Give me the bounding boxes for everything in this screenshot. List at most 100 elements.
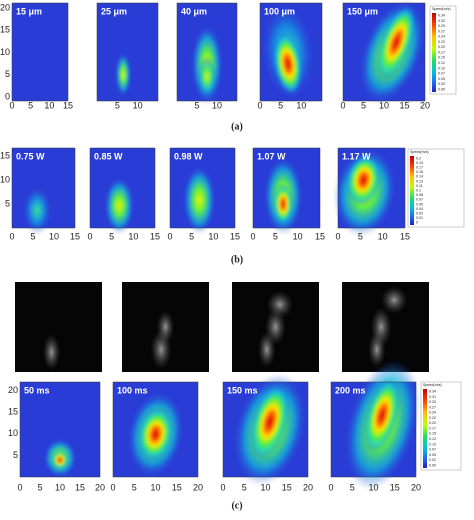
x-tick-label: 5 bbox=[361, 100, 366, 110]
heatmap-panel: 1.07 W 0 5 10 15 bbox=[250, 147, 325, 241]
x-tick-label: 15 bbox=[63, 100, 73, 110]
colorbar-tick: 0.02 bbox=[429, 458, 436, 462]
panel-frame bbox=[11, 147, 76, 229]
field bbox=[233, 373, 306, 486]
x-tick-label: 5 bbox=[37, 482, 42, 492]
colorbar-tick: 0.14 bbox=[416, 175, 423, 179]
colorbar-tick: 0.13 bbox=[416, 179, 423, 183]
speed-blob bbox=[104, 177, 134, 234]
colorbar-title: Speed(m/s) bbox=[410, 150, 429, 154]
speed-blob bbox=[23, 186, 52, 235]
x-tick-label: 5 bbox=[189, 231, 194, 241]
colorbar-tick: 0.27 bbox=[438, 29, 445, 33]
x-tick-label: 10 bbox=[150, 482, 160, 492]
colorbar-tick: 0.10 bbox=[429, 442, 436, 446]
colorbar-tick: 0.29 bbox=[429, 400, 436, 404]
x-tick-label: 15 bbox=[230, 231, 240, 241]
x-tick-label: 20 bbox=[411, 482, 421, 492]
colorbar-scale bbox=[432, 13, 436, 92]
x-tick-label: 0 bbox=[17, 482, 22, 492]
plume bbox=[265, 309, 286, 345]
heatmap-panel: 0.75 W 0 5 10 15 bbox=[9, 147, 80, 241]
heatmap-panel: 25 μm 5 10 bbox=[96, 2, 159, 110]
photo bbox=[122, 282, 209, 372]
x-tick-label: 5 bbox=[30, 231, 35, 241]
x-tick-label: 5 bbox=[115, 100, 120, 110]
x-tick-label: 15 bbox=[150, 231, 160, 241]
x-tick-label: 0 bbox=[87, 231, 92, 241]
heatmap-bg bbox=[12, 3, 68, 101]
x-tick-label: 10 bbox=[55, 482, 65, 492]
field bbox=[344, 359, 420, 490]
x-tick-label: 15 bbox=[75, 482, 85, 492]
y-tick-label: 5 bbox=[5, 198, 10, 208]
panel-frame bbox=[330, 381, 417, 478]
colorbar-tick: 0.15 bbox=[429, 432, 436, 436]
colorbar-tick: 0.00 bbox=[429, 463, 436, 467]
x-tick-label: 0 bbox=[167, 231, 172, 241]
colorbar-tick: 0.05 bbox=[416, 202, 423, 206]
colorbar-tick: 0.05 bbox=[438, 77, 445, 81]
x-tick-label: 10 bbox=[49, 231, 59, 241]
x-tick-label: 0 bbox=[257, 100, 262, 110]
panel-label: 25 μm bbox=[101, 6, 127, 16]
colorbar-tick: 0.12 bbox=[438, 61, 445, 65]
colorbar-tick: 0.19 bbox=[416, 161, 423, 165]
colorbar-tick: 0.1 bbox=[416, 188, 421, 192]
panel-label: 1.07 W bbox=[257, 151, 286, 161]
heatmap-panel: 1.17 W 0 5 10 15 bbox=[334, 147, 410, 241]
caption: (a) bbox=[231, 121, 243, 132]
panel-frame bbox=[176, 2, 238, 102]
x-tick-label: 15 bbox=[399, 100, 409, 110]
x-tick-label: 5 bbox=[194, 100, 199, 110]
panel-frame bbox=[112, 381, 199, 478]
plume bbox=[381, 286, 408, 314]
x-tick-label: 10 bbox=[293, 231, 303, 241]
panel-frame bbox=[11, 2, 69, 102]
x-tick-label: 0 bbox=[110, 482, 115, 492]
speed-blob bbox=[346, 154, 381, 206]
x-tick-label: 10 bbox=[212, 100, 222, 110]
y-tick-label: 10 bbox=[0, 47, 10, 57]
panel-frame bbox=[252, 147, 321, 229]
x-tick-label: 0 bbox=[250, 231, 255, 241]
y-tick-label: 15 bbox=[0, 25, 10, 35]
x-tick-label: 5 bbox=[350, 482, 355, 492]
x-tick-label: 20 bbox=[193, 482, 203, 492]
panel-frame bbox=[19, 381, 101, 478]
field bbox=[104, 177, 134, 234]
panel-frame bbox=[337, 147, 406, 229]
panel-label: 1.17 W bbox=[342, 151, 371, 161]
x-tick-label: 15 bbox=[282, 482, 292, 492]
heatmap-panel: 40 μm 5 10 bbox=[176, 2, 238, 110]
x-tick-label: 5 bbox=[242, 482, 247, 492]
heatmap-panel: 50 ms 0 5 10 15 20 bbox=[17, 381, 105, 492]
colorbar-tick: 0.16 bbox=[416, 170, 423, 174]
x-tick-label: 10 bbox=[44, 100, 54, 110]
colorbar-tick: 0.15 bbox=[438, 56, 445, 60]
plume bbox=[156, 310, 175, 344]
colorbar: Speed(m/s) 0.20.190.170.160.140.130.110.1… bbox=[407, 148, 465, 228]
speed-blob bbox=[198, 56, 216, 97]
heatmap-panel: 100 ms 0 5 10 15 20 bbox=[110, 381, 203, 492]
panel-label: 50 ms bbox=[24, 385, 50, 395]
x-tick-label: 5 bbox=[28, 100, 33, 110]
y-tick-label: 15 bbox=[8, 407, 18, 417]
x-tick-label: 5 bbox=[358, 231, 363, 241]
heatmap-panel: 200 ms 0 5 10 15 20 bbox=[328, 359, 421, 492]
colorbar-tick: 0.12 bbox=[429, 437, 436, 441]
colorbar-tick: 0.31 bbox=[429, 395, 436, 399]
photo bbox=[232, 282, 319, 372]
panel-label: 150 μm bbox=[347, 6, 378, 16]
x-tick-label: 0 bbox=[9, 100, 14, 110]
x-tick-label: 5 bbox=[278, 100, 283, 110]
plume bbox=[266, 291, 293, 318]
colorbar-tick: 0.24 bbox=[438, 35, 445, 39]
colorbar-title: Speed(m/s) bbox=[432, 7, 451, 11]
colorbar-tick: 0.27 bbox=[429, 405, 436, 409]
panel-label: 0.75 W bbox=[16, 151, 45, 161]
x-tick-label: 20 bbox=[303, 482, 313, 492]
colorbar-tick: 0.07 bbox=[429, 448, 436, 452]
panel-label: 40 μm bbox=[181, 6, 207, 16]
